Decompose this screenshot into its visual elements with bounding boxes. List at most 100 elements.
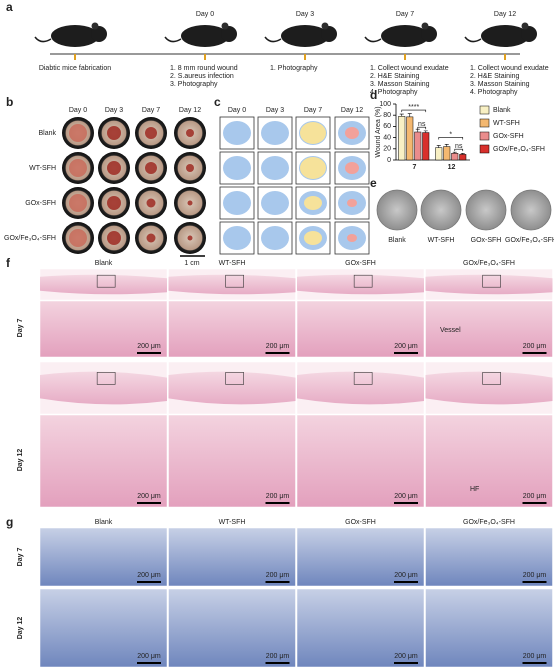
zoom-box <box>96 372 116 385</box>
error-bar <box>452 151 457 154</box>
wound-area <box>304 196 322 210</box>
significance-bracket <box>454 148 464 152</box>
wound <box>107 196 121 210</box>
mouse-tail <box>264 36 282 43</box>
tissue-section <box>425 274 553 295</box>
wound <box>145 162 157 174</box>
scale-label: 200 μm <box>523 493 547 500</box>
scale-bar <box>137 662 161 664</box>
mouse-tail <box>464 36 482 43</box>
legend-label: GOx/Fe₃O₄-SFH <box>493 146 545 153</box>
error-bar <box>415 128 420 132</box>
scale-label: 200 μm <box>266 653 290 660</box>
scale-label: 200 μm <box>266 572 290 579</box>
mouse-ear <box>421 22 429 30</box>
column-header: GOx-SFH <box>345 260 376 267</box>
panel-label: a <box>6 0 13 14</box>
wound-area <box>261 121 289 145</box>
timeline-step: 3. Masson Staining <box>370 81 430 88</box>
scale-bar <box>265 502 290 504</box>
scale-label: 200 μm <box>394 572 418 579</box>
wound <box>146 233 156 243</box>
culture-plate <box>510 189 552 231</box>
wound <box>107 161 121 175</box>
scale-label: 200 μm <box>266 343 290 350</box>
zoom-box <box>482 274 501 288</box>
mouse-body <box>51 25 99 47</box>
photo-row: WT-SFH <box>29 165 56 172</box>
timeline-step: 1. Collect wound exudate <box>470 65 549 72</box>
scale-bar <box>265 352 290 354</box>
scale-bar <box>522 502 547 504</box>
histology-image <box>296 588 425 668</box>
scale-label: 1 cm <box>184 260 199 267</box>
mouse-body <box>181 25 229 47</box>
legend-swatch <box>479 105 490 115</box>
scale-label: 200 μm <box>266 493 290 500</box>
x-tick-label: 7 <box>413 164 417 171</box>
wound <box>187 235 193 241</box>
significance-bracket <box>438 137 464 140</box>
zoom-box <box>225 274 244 288</box>
plate-label: WT-SFH <box>428 237 455 244</box>
histology-image <box>168 414 296 508</box>
legend-label: WT-SFH <box>493 120 520 127</box>
wound <box>107 231 121 245</box>
wound-area <box>304 231 322 245</box>
y-tick-label: 40 <box>383 134 391 141</box>
timeline-step: 2. S.aureus infection <box>170 73 234 80</box>
y-tick-label: 80 <box>383 112 391 119</box>
tissue-section <box>168 274 296 295</box>
histology-image <box>296 414 425 508</box>
zoom-box <box>482 372 501 385</box>
scale-bar <box>394 662 418 664</box>
mouse-body <box>381 25 429 47</box>
plate-label: Blank <box>388 237 406 244</box>
row-label: Day 7 <box>17 548 24 567</box>
histology-image <box>296 527 425 587</box>
tissue-section <box>40 274 167 295</box>
photo-column: Day 7 <box>142 107 160 114</box>
wound <box>69 159 87 177</box>
scale-bar <box>522 352 547 354</box>
wound <box>186 164 194 172</box>
y-tick-label: 0 <box>387 157 391 164</box>
bar <box>422 132 430 161</box>
scale-bar <box>522 581 547 583</box>
error-bar <box>399 113 404 117</box>
bar <box>451 153 459 161</box>
wound-area <box>261 226 289 250</box>
scale-label: 200 μm <box>137 343 161 350</box>
photo-row: Blank <box>38 130 56 137</box>
plate-label: GOx/Fe₃O₄-SFH <box>505 237 554 244</box>
error-bar <box>444 144 449 147</box>
timeline-day: Day 7 <box>396 11 414 18</box>
column-header: WT-SFH <box>219 519 246 526</box>
row-label: Day 7 <box>17 319 24 338</box>
wound <box>69 229 87 247</box>
wound <box>69 124 87 142</box>
wound <box>187 200 193 206</box>
significance-bracket <box>417 126 427 130</box>
legend-swatch <box>479 118 490 128</box>
panel-label: g <box>6 515 13 529</box>
histology-image <box>39 300 168 358</box>
mouse-tail <box>164 36 182 43</box>
wound-area <box>300 157 326 179</box>
photo-column: Day 12 <box>179 107 201 114</box>
schematic-column: Day 7 <box>304 107 322 114</box>
culture-plate <box>465 189 507 231</box>
mouse-head <box>521 26 537 42</box>
zoom-box <box>353 372 373 385</box>
error-bar <box>436 145 441 148</box>
legend-swatch <box>479 144 490 154</box>
panel-label: f <box>6 256 11 270</box>
wound-area <box>345 162 359 174</box>
panel-label: c <box>214 95 221 109</box>
scale-label: 200 μm <box>394 343 418 350</box>
mouse-tail <box>34 36 52 43</box>
photo-row: GOx-SFH <box>25 200 56 207</box>
mouse-head <box>321 26 337 42</box>
column-header: WT-SFH <box>219 260 246 267</box>
